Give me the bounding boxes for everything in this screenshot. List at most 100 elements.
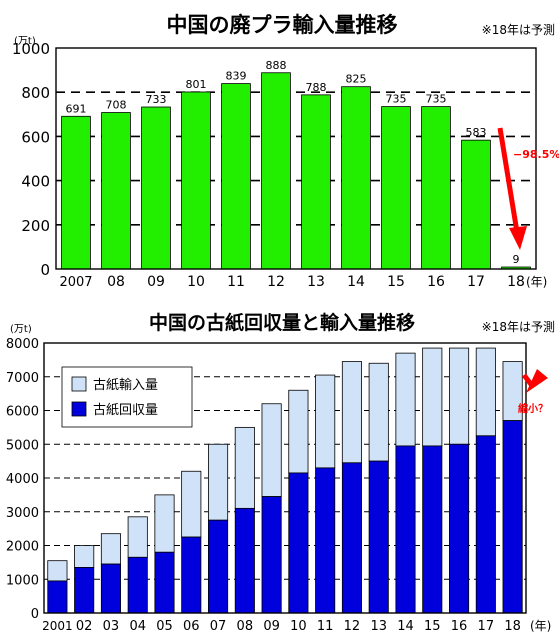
legend-swatch-recovery: [71, 401, 87, 417]
shrink-arrow-head: [526, 369, 548, 393]
chart2-bar-recovery: [208, 519, 229, 614]
chart1-x-tick-label: 16: [427, 274, 445, 290]
chart1-y-tick-label: 600: [21, 128, 50, 146]
chart1-data-label: 888: [266, 59, 287, 72]
chart2-x-tick-label: 11: [317, 619, 334, 634]
decline-arrow-head: [509, 226, 527, 250]
chart1-bar: [221, 83, 251, 270]
chart1-decline-arrow: −98.5%: [497, 127, 559, 250]
chart1-y-tick-label: 0: [40, 261, 50, 279]
chart2-bar-import: [395, 352, 416, 447]
chart2-x-tick-label: 17: [478, 619, 495, 634]
chart2-y-tick-label: 4000: [6, 472, 39, 487]
chart2-bar-recovery: [288, 472, 309, 614]
chart2-bar-recovery: [74, 567, 95, 614]
chart2-x-axis: 2001 02 03 04 05 06 07 08 09 10 11 12 13 14 15 16 17 18: [42, 619, 521, 634]
shrink-annotation: 縮小？: [518, 402, 548, 415]
legend-label-import: 古紙輸入量: [93, 378, 158, 393]
chart1-data-label: 735: [426, 93, 447, 106]
chart1-data-label: 583: [466, 126, 487, 139]
chart2-bar-recovery: [234, 507, 255, 614]
chart1-bar: [101, 112, 131, 270]
chart1-bar: [61, 115, 91, 270]
chart2-bar-import: [475, 347, 496, 437]
chart1-note: ※18年は予測: [482, 23, 555, 37]
chart2-bar-recovery: [315, 467, 336, 614]
chart1-y-tick-label: 200: [21, 217, 50, 235]
chart2-bar-import: [368, 362, 389, 462]
chart2-bar-recovery: [449, 443, 470, 614]
chart2-x-tick-label: 04: [129, 619, 146, 634]
chart2-x-unit: (年): [530, 619, 551, 633]
chart1-data-label: 733: [146, 93, 167, 106]
chart2-x-tick-label: 03: [103, 619, 120, 634]
chart2-bar-recovery: [154, 551, 175, 614]
legend-box: [61, 366, 193, 428]
chart2-y-tick-label: 3000: [6, 506, 39, 521]
chart1-bar: [381, 106, 411, 270]
chart2-bar-recovery: [47, 580, 68, 614]
chart2-bar-recovery: [368, 460, 389, 614]
chart2-note: ※18年は予測: [482, 320, 555, 334]
chart1-title: 中国の廃プラ輸入量推移: [167, 13, 398, 37]
chart2-x-tick-label: 2001: [42, 619, 73, 633]
chart2-y-tick-label: 8000: [6, 337, 39, 352]
chart2-bar-import: [74, 545, 95, 568]
chart2-y-tick-label: 1000: [6, 573, 39, 588]
chart2-plot-frame: [43, 342, 527, 614]
chart2-x-tick-label: 09: [263, 619, 280, 634]
chart2-bar-import: [181, 470, 202, 538]
chart1-data-label: 735: [386, 93, 407, 106]
decline-annotation: −98.5%: [513, 148, 559, 161]
chart1-x-tick-label: 08: [107, 274, 125, 290]
chart1-y-tick-label: 1000: [12, 40, 50, 58]
chart2-bar-import: [127, 516, 148, 558]
chart2-bar-import: [288, 389, 309, 474]
chart2-bar-recovery: [341, 462, 362, 614]
chart2-bar-recovery: [181, 536, 202, 614]
chart2-x-tick-label: 14: [397, 619, 414, 634]
chart1-bar: [421, 106, 451, 270]
chart1-x-tick-label: 18: [507, 274, 525, 290]
chart1-data-label: 839: [226, 70, 247, 83]
chart1-bar: [141, 106, 171, 270]
chart1-data-label: 691: [66, 102, 87, 115]
chart2-x-tick-label: 10: [290, 619, 307, 634]
chart2-bar-recovery: [422, 445, 443, 614]
chart2-bar-recovery: [502, 420, 523, 614]
chart1-data-label: 9: [513, 253, 520, 266]
chart2-x-tick-label: 02: [76, 619, 93, 634]
wastepaper-chart: 中国の古紙回収量と輸入量推移 ※18年は予測 (万t) 0 1000 2000 300…: [6, 311, 555, 634]
chart1-data-label: 825: [346, 73, 367, 86]
chart2-bar-import: [422, 347, 443, 447]
chart1-data-labels: 691 708 733 801 839 888 788 825 735 735 583 9: [66, 59, 520, 266]
chart2-y-tick-label: 5000: [6, 438, 39, 453]
chart1-bars: [61, 72, 531, 270]
chart2-bar-recovery: [395, 445, 416, 614]
chart1-x-tick-label: 15: [387, 274, 405, 290]
chart2-shrink-arrow: 縮小？: [518, 369, 548, 415]
chart2-bar-import: [449, 347, 470, 445]
chart1-bar: [341, 86, 371, 270]
chart2-unit: (万t): [10, 324, 32, 335]
chart2-x-tick-label: 07: [210, 619, 227, 634]
chart1-x-tick-label: 09: [147, 274, 165, 290]
chart2-x-tick-label: 12: [344, 619, 361, 634]
chart2-x-tick-label: 13: [370, 619, 387, 634]
chart2-y-tick-label: 6000: [6, 405, 39, 420]
chart2-bar-recovery: [261, 496, 282, 614]
chart2-x-tick-label: 05: [156, 619, 173, 634]
chart2-bar-recovery: [127, 556, 148, 614]
chart1-plot-frame: [55, 47, 537, 270]
chart1-bar: [181, 91, 211, 270]
chart2-x-tick-label: 08: [237, 619, 254, 634]
chart1-x-tick-label: 13: [307, 274, 325, 290]
chart2-bar-import: [341, 361, 362, 464]
chart1-x-tick-label: 10: [187, 274, 205, 290]
chart1-unit: (万t): [14, 36, 36, 47]
chart2-y-tick-label: 0: [31, 607, 39, 622]
chart1-x-tick-label: 11: [227, 274, 245, 290]
chart2-bar-import: [208, 443, 229, 521]
chart2-bar-import: [47, 560, 68, 582]
